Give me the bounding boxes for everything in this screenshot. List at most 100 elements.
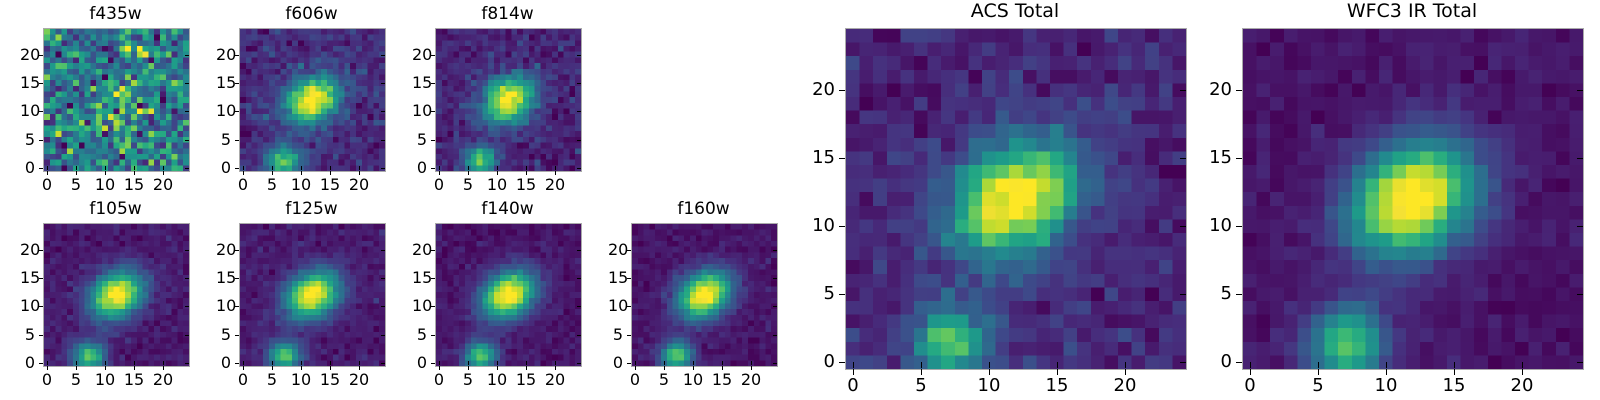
x-tick	[722, 361, 723, 365]
x-tick	[722, 366, 723, 370]
y-tick	[381, 250, 385, 251]
y-tick-label: 0	[220, 353, 231, 372]
y-tick	[185, 278, 189, 279]
y-tick	[39, 250, 43, 251]
x-tick	[468, 366, 469, 370]
x-tick-label: 15	[123, 370, 145, 389]
y-tick	[39, 306, 43, 307]
x-tick-label: 15	[1045, 375, 1069, 396]
y-tick	[431, 250, 435, 251]
heatmap-f814w	[435, 28, 582, 172]
x-tick	[359, 361, 360, 365]
x-tick	[989, 369, 990, 375]
y-tick	[773, 250, 777, 251]
x-tick-label: 20	[544, 175, 566, 194]
y-tick-label: 15	[812, 147, 835, 168]
y-tick	[39, 168, 43, 169]
y-tick-label: 10	[608, 296, 629, 315]
x-tick	[272, 171, 273, 175]
y-tick-label: 20	[1209, 79, 1232, 100]
x-tick	[1125, 369, 1126, 375]
y-tick	[839, 294, 845, 295]
x-tick-label: 15	[515, 370, 537, 389]
panel-f125w: f125w 0 5 10 15 20 0 5 10 15 20	[216, 201, 400, 395]
x-tick-label: 10	[94, 175, 116, 194]
y-tick	[773, 306, 777, 307]
x-tick	[1318, 369, 1319, 375]
x-tick	[989, 362, 990, 368]
y-tick	[1236, 294, 1242, 295]
y-tick	[1577, 158, 1583, 159]
y-tick	[235, 335, 239, 336]
y-tick	[1180, 294, 1186, 295]
x-tick	[1454, 369, 1455, 375]
y-tick-label: 0	[220, 158, 231, 177]
y-tick	[577, 55, 581, 56]
y-tick	[431, 278, 435, 279]
x-tick	[163, 366, 164, 370]
panel-title-f105w: f105w	[89, 199, 142, 219]
x-tick-label: 20	[348, 370, 370, 389]
x-tick	[76, 166, 77, 170]
y-tick	[235, 140, 239, 141]
y-tick	[431, 168, 435, 169]
x-tick-label: 0	[41, 370, 53, 389]
x-tick	[853, 362, 854, 368]
y-tick	[839, 158, 845, 159]
x-tick-label: 20	[152, 175, 174, 194]
heatmap-f435w	[43, 28, 190, 172]
y-tick	[235, 250, 239, 251]
x-tick	[105, 171, 106, 175]
y-tick	[39, 83, 43, 84]
x-tick-label: 10	[486, 175, 508, 194]
x-tick	[497, 166, 498, 170]
y-tick-label: 15	[20, 268, 41, 287]
x-tick	[301, 366, 302, 370]
x-tick-label: 10	[290, 370, 312, 389]
y-tick-label: 5	[220, 325, 231, 344]
x-tick	[1386, 369, 1387, 375]
y-tick-label: 10	[20, 296, 41, 315]
y-tick	[1577, 362, 1583, 363]
y-tick	[185, 306, 189, 307]
x-tick-label: 15	[319, 175, 341, 194]
y-tick	[39, 111, 43, 112]
x-tick-label: 15	[1442, 375, 1466, 396]
x-tick	[468, 166, 469, 170]
x-tick-label: 10	[682, 370, 704, 389]
y-tick-label: 0	[1220, 351, 1232, 372]
x-tick	[1250, 369, 1251, 375]
y-tick	[431, 306, 435, 307]
y-tick-label: 0	[24, 158, 35, 177]
y-tick-label: 15	[216, 73, 237, 92]
y-tick	[381, 306, 385, 307]
x-tick	[105, 366, 106, 370]
x-tick	[76, 171, 77, 175]
y-tick-label: 5	[416, 130, 427, 149]
y-tick-label: 15	[216, 268, 237, 287]
panel-f435w: f435w 0 5 10 15 20 0 5 10 15 20	[20, 6, 204, 200]
y-tick	[1180, 90, 1186, 91]
y-tick	[431, 55, 435, 56]
x-tick-label: 5	[462, 175, 474, 194]
x-tick	[526, 361, 527, 365]
y-tick	[627, 363, 631, 364]
x-tick	[555, 361, 556, 365]
y-tick	[185, 168, 189, 169]
x-tick	[439, 166, 440, 170]
y-tick-label: 10	[412, 101, 433, 120]
x-tick	[664, 366, 665, 370]
x-tick	[1454, 362, 1455, 368]
x-tick-label: 10	[486, 370, 508, 389]
y-tick	[39, 55, 43, 56]
y-tick	[1577, 90, 1583, 91]
y-tick	[381, 335, 385, 336]
y-tick	[627, 335, 631, 336]
x-tick	[163, 171, 164, 175]
y-tick	[235, 168, 239, 169]
panel-f606w: f606w 0 5 10 15 20 0 5 10 15 20	[216, 6, 400, 200]
y-tick-label: 10	[412, 296, 433, 315]
y-tick	[431, 335, 435, 336]
y-tick-label: 20	[216, 240, 237, 259]
